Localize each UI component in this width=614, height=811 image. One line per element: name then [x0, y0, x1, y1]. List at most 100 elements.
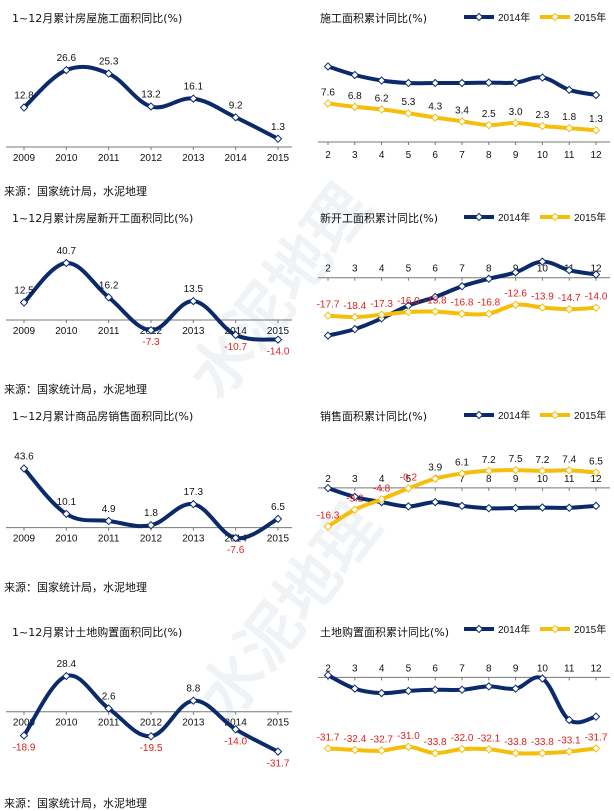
data-point — [538, 73, 547, 82]
x-tick-label: 11 — [564, 150, 575, 161]
data-point — [273, 134, 283, 143]
data-point — [538, 748, 547, 758]
data-label: 1.3 — [271, 122, 285, 133]
legend-marker — [550, 212, 560, 222]
chart-sales-yearly: 200920102011201220132014201543.610.14.91… — [6, 451, 292, 556]
x-tick-label: 10 — [537, 264, 549, 275]
data-point — [538, 257, 547, 266]
data-point — [323, 62, 333, 71]
data-point — [323, 744, 333, 753]
data-label: -33.1 — [558, 736, 581, 747]
data-point — [146, 732, 156, 741]
source-note: 来源：国家统计局，水泥地理 — [4, 185, 147, 198]
chart-title: 1~12月累计房屋施工面积同比(%) — [12, 12, 183, 25]
x-tick-label: 2009 — [13, 718, 36, 729]
data-label: 5.3 — [401, 97, 415, 108]
data-label: -33.8 — [531, 737, 554, 748]
legend-label: 2014年 — [498, 11, 530, 24]
x-tick-label: 2 — [325, 150, 331, 161]
data-label: 4.9 — [102, 504, 116, 515]
x-tick-label: 2012 — [140, 534, 163, 545]
data-label: -4.8 — [373, 483, 391, 494]
data-point — [104, 293, 113, 302]
data-label: 12.8 — [14, 91, 34, 102]
data-label: 2.3 — [535, 110, 549, 121]
data-label: 8.8 — [186, 684, 200, 695]
data-label: -16.3 — [317, 511, 340, 522]
data-point — [484, 120, 494, 130]
data-label: -12.6 — [504, 289, 527, 300]
data-label: -31.0 — [397, 731, 420, 742]
source-note: 来源：国家统计局，水泥地理 — [4, 581, 147, 594]
data-label: 1.3 — [589, 114, 603, 125]
x-tick-label: 2 — [325, 474, 331, 485]
data-point — [591, 303, 601, 312]
data-point — [273, 747, 283, 756]
data-label: -31.7 — [267, 759, 290, 770]
data-point — [323, 311, 333, 320]
x-tick-label: 2014 — [225, 718, 248, 729]
data-label: 6.8 — [348, 91, 362, 102]
data-point — [484, 274, 494, 284]
chart-land-yearly: 2009 2010 2011 2012 2013 2014 2015 -18.9 28.4 2.6… — [6, 659, 292, 770]
x-tick-label: 2014 — [225, 153, 248, 164]
series-line — [326, 673, 598, 725]
data-point — [350, 70, 360, 80]
data-label: -13.9 — [531, 292, 554, 303]
x-tick-label: 2013 — [182, 326, 205, 337]
data-label: 6.1 — [455, 457, 469, 468]
chart-title: 1~12月累计商品房销售面积同比(%) — [12, 410, 194, 423]
data-point — [404, 78, 413, 88]
data-label: -32.1 — [477, 733, 500, 744]
data-point — [350, 505, 360, 514]
data-point — [538, 674, 547, 683]
data-label: -17.3 — [370, 299, 393, 310]
chart-construction-yearly: 2009 2010 2011 2012 2013 2014 2015 12.8 26.6 25.3… — [6, 53, 292, 164]
x-tick-label: 2010 — [55, 153, 78, 164]
data-label: -16.0 — [397, 296, 420, 307]
data-point — [350, 312, 360, 322]
data-point — [350, 684, 360, 693]
data-label: 2.5 — [482, 109, 496, 120]
x-tick-label: 11 — [564, 474, 575, 485]
legend-marker — [474, 410, 484, 420]
legend-marker — [474, 12, 484, 22]
data-point — [404, 742, 413, 752]
x-tick-label: 9 — [513, 150, 519, 161]
chart-newstart-yearly: 200920102011201220132014201512.540.716.2… — [6, 246, 292, 358]
chart-panel-land-monthly: 土地购置面积累计同比(%) 2 3 4 5 6 7 8 9 10 11 12 -31.7 -32.4 -3… — [312, 612, 614, 792]
chart-title: 施工面积累计同比(%) — [320, 12, 428, 25]
data-point — [404, 108, 413, 118]
data-point — [591, 90, 601, 100]
x-tick-label: 10 — [537, 150, 549, 161]
data-point — [457, 469, 467, 478]
data-point — [430, 292, 440, 302]
data-label: 17.3 — [184, 487, 204, 498]
data-label: 7.5 — [509, 454, 523, 465]
data-point — [231, 113, 240, 122]
data-point — [377, 310, 386, 320]
data-label: 3.4 — [455, 105, 469, 116]
data-point — [564, 123, 574, 133]
x-tick-label: 7 — [459, 150, 465, 161]
x-tick-label: 3 — [352, 150, 358, 161]
x-tick-label: 2013 — [182, 153, 205, 164]
data-point — [430, 685, 440, 694]
data-label: -17.7 — [317, 300, 340, 311]
x-tick-label: 9 — [513, 474, 519, 485]
data-label: 26.6 — [57, 53, 77, 64]
data-label: -31.7 — [317, 732, 340, 743]
data-point — [511, 684, 520, 693]
data-point — [591, 468, 601, 477]
data-point — [273, 514, 283, 524]
data-label: -16.8 — [477, 298, 500, 309]
data-point — [430, 748, 440, 758]
data-label: -7.6 — [227, 545, 245, 556]
data-point — [430, 474, 440, 483]
data-point — [591, 501, 601, 511]
data-label: 13.2 — [141, 89, 161, 100]
data-point — [430, 497, 440, 507]
chart-panel-newstart-yearly: 1~12月累计房屋新开工面积同比(%) 20092010201120122013… — [0, 200, 300, 380]
data-label: 1.8 — [562, 112, 576, 123]
data-label: 7.4 — [562, 454, 576, 465]
